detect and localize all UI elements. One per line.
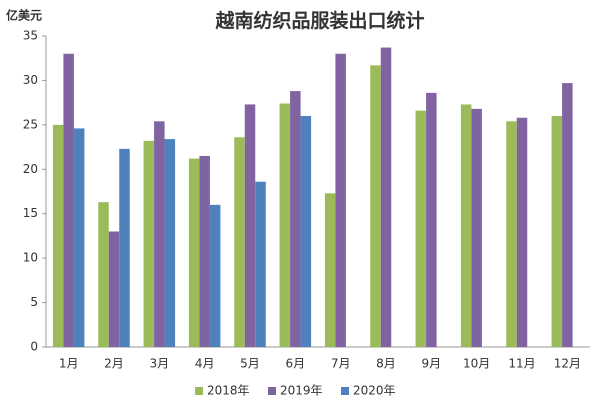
legend-swatch bbox=[195, 387, 203, 395]
bar bbox=[154, 121, 165, 347]
x-tick-label: 2月 bbox=[104, 357, 124, 371]
y-tick-label: 15 bbox=[23, 206, 38, 220]
bar bbox=[209, 204, 221, 347]
bar bbox=[244, 104, 256, 347]
bar bbox=[300, 115, 312, 347]
x-tick-label: 1月 bbox=[59, 357, 79, 371]
y-tick-label: 10 bbox=[23, 251, 38, 265]
bar bbox=[471, 108, 482, 347]
bar bbox=[143, 140, 155, 347]
bar bbox=[380, 47, 392, 348]
x-tick-label: 4月 bbox=[195, 357, 215, 371]
bar bbox=[562, 83, 573, 347]
legend-label: 2018年 bbox=[207, 384, 250, 398]
legend-swatch bbox=[268, 387, 276, 395]
legend-label: 2020年 bbox=[353, 384, 396, 398]
x-tick-label: 7月 bbox=[331, 357, 351, 371]
bar bbox=[73, 128, 85, 347]
y-tick-label: 0 bbox=[30, 340, 38, 354]
bar bbox=[516, 117, 528, 348]
bar bbox=[279, 103, 291, 347]
y-tick-label: 30 bbox=[23, 73, 38, 87]
x-tick-label: 11月 bbox=[508, 357, 535, 371]
y-tick-label: 20 bbox=[23, 162, 38, 176]
bar bbox=[63, 53, 74, 348]
x-tick-label: 5月 bbox=[240, 357, 260, 371]
bar bbox=[324, 193, 336, 347]
bar bbox=[164, 139, 176, 347]
bar bbox=[551, 115, 563, 347]
bar bbox=[188, 158, 200, 347]
legend-label: 2019年 bbox=[280, 384, 323, 398]
bar bbox=[460, 104, 472, 347]
y-tick-label: 35 bbox=[23, 29, 38, 43]
y-tick-label: 5 bbox=[30, 295, 38, 309]
bar bbox=[119, 148, 130, 347]
bar bbox=[426, 92, 437, 348]
y-tick-label: 25 bbox=[23, 117, 38, 131]
x-tick-label: 9月 bbox=[422, 357, 442, 371]
bar bbox=[506, 121, 517, 347]
bar bbox=[52, 124, 64, 347]
bar bbox=[108, 231, 120, 347]
x-tick-label: 12月 bbox=[554, 357, 581, 371]
x-tick-label: 3月 bbox=[150, 357, 170, 371]
bar bbox=[199, 155, 210, 347]
bar bbox=[290, 91, 301, 347]
bar bbox=[234, 137, 245, 347]
bar bbox=[415, 110, 427, 347]
y-axis-label: 亿美元 bbox=[6, 8, 42, 23]
x-tick-label: 8月 bbox=[376, 357, 396, 371]
bar bbox=[370, 65, 381, 347]
bar bbox=[98, 202, 109, 347]
bar bbox=[255, 181, 266, 347]
legend-swatch bbox=[341, 387, 349, 395]
x-tick-label: 6月 bbox=[286, 357, 306, 371]
chart-title: 越南纺织品服装出口统计 bbox=[214, 9, 424, 32]
x-tick-label: 10月 bbox=[463, 357, 490, 371]
bar bbox=[335, 53, 346, 348]
